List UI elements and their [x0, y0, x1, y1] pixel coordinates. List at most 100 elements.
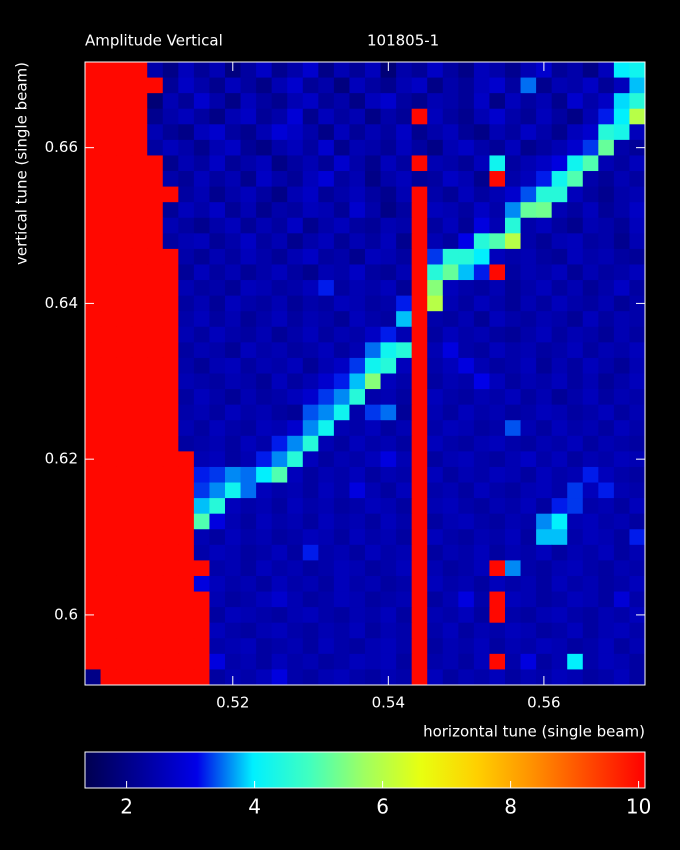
- heatmap-cell: [489, 295, 506, 312]
- heatmap-cell: [100, 311, 117, 328]
- heatmap-cell: [582, 124, 599, 141]
- heatmap-cell: [629, 420, 646, 437]
- heatmap-cell: [473, 326, 490, 343]
- heatmap-cell: [349, 653, 366, 670]
- heatmap-cell: [551, 513, 568, 530]
- heatmap-cell: [536, 280, 553, 297]
- heatmap-cell: [256, 62, 273, 79]
- heatmap-cell: [116, 326, 133, 343]
- heatmap-cell: [536, 622, 553, 639]
- heatmap-cell: [147, 575, 164, 593]
- heatmap-cell: [458, 217, 475, 234]
- heatmap-cell: [333, 560, 350, 577]
- heatmap-cell: [256, 669, 273, 686]
- heatmap-cell: [411, 311, 428, 328]
- heatmap-cell: [240, 498, 257, 515]
- heatmap-cell: [613, 653, 630, 670]
- heatmap-cell: [178, 420, 195, 437]
- heatmap-cell: [302, 217, 319, 234]
- heatmap-cell: [613, 357, 630, 374]
- heatmap-cell: [551, 466, 568, 484]
- heatmap-cell: [162, 108, 179, 125]
- heatmap-cell: [318, 653, 335, 670]
- heatmap-cell: [318, 638, 335, 655]
- heatmap-cell: [209, 591, 226, 608]
- heatmap-cell: [629, 93, 646, 110]
- heatmap-cell: [116, 498, 133, 515]
- heatmap-cell: [598, 420, 615, 437]
- heatmap-cell: [442, 233, 459, 250]
- heatmap-cell: [240, 560, 257, 577]
- heatmap-cell: [396, 311, 413, 328]
- heatmap-cell: [567, 357, 584, 374]
- heatmap-cell: [178, 451, 195, 468]
- heatmap-cell: [318, 420, 335, 437]
- heatmap-cell: [209, 108, 226, 125]
- heatmap-cell: [505, 669, 522, 686]
- heatmap-cell: [536, 560, 553, 577]
- heatmap-cell: [116, 342, 133, 359]
- colorbar-tick-label: 10: [626, 795, 651, 819]
- heatmap-cell: [551, 498, 568, 515]
- heatmap-cell: [349, 139, 366, 156]
- heatmap-cell: [116, 108, 133, 125]
- heatmap-cell: [100, 295, 117, 312]
- heatmap-cell: [209, 342, 226, 359]
- heatmap-cell: [598, 311, 615, 328]
- heatmap-cell: [567, 264, 584, 281]
- heatmap-cell: [520, 326, 537, 343]
- heatmap-cell: [209, 77, 226, 94]
- heatmap-cell: [333, 342, 350, 359]
- heatmap-cell: [396, 575, 413, 593]
- heatmap-cell: [473, 264, 490, 281]
- heatmap-cell: [193, 295, 210, 312]
- heatmap-cell: [287, 202, 304, 219]
- heatmap-cell: [536, 202, 553, 219]
- heatmap-cell: [582, 357, 599, 374]
- heatmap-cell: [365, 171, 382, 188]
- heatmap-cell: [100, 357, 117, 374]
- heatmap-cell: [287, 622, 304, 639]
- heatmap-cell: [100, 669, 117, 686]
- y-tick-label: 0.6: [54, 605, 78, 623]
- heatmap-cell: [162, 653, 179, 670]
- heatmap-cell: [349, 280, 366, 297]
- heatmap-cell: [333, 93, 350, 110]
- heatmap-cell: [131, 435, 148, 452]
- heatmap-cell: [473, 420, 490, 437]
- heatmap-cell: [396, 482, 413, 499]
- heatmap-cell: [551, 186, 568, 203]
- heatmap-cell: [349, 575, 366, 593]
- heatmap-cell: [349, 295, 366, 312]
- heatmap-cell: [411, 373, 428, 390]
- heatmap-cell: [147, 326, 164, 343]
- heatmap-cell: [209, 622, 226, 639]
- heatmap-cell: [551, 404, 568, 421]
- heatmap-cell: [271, 233, 288, 250]
- heatmap-cell: [458, 280, 475, 297]
- heatmap-cell: [271, 342, 288, 359]
- heatmap-cell: [333, 669, 350, 686]
- heatmap-cell: [582, 420, 599, 437]
- heatmap-cell: [473, 404, 490, 421]
- heatmap-cell: [458, 482, 475, 499]
- heatmap-cell: [458, 248, 475, 265]
- heatmap-cell: [333, 311, 350, 328]
- heatmap-cell: [489, 233, 506, 250]
- heatmap-cell: [349, 591, 366, 608]
- heatmap-cell: [240, 62, 257, 79]
- heatmap-cell: [271, 248, 288, 265]
- heatmap-cell: [302, 233, 319, 250]
- heatmap-cell: [551, 342, 568, 359]
- heatmap-cell: [147, 591, 164, 608]
- heatmap-cell: [271, 498, 288, 515]
- heatmap-cell: [473, 669, 490, 686]
- heatmap-cell: [396, 638, 413, 655]
- heatmap-cell: [489, 280, 506, 297]
- heatmap-cell: [209, 186, 226, 203]
- heatmap-cell: [178, 435, 195, 452]
- heatmap-cell: [193, 264, 210, 281]
- heatmap-cell: [85, 93, 102, 110]
- heatmap-cell: [380, 93, 397, 110]
- heatmap-cell: [256, 607, 273, 624]
